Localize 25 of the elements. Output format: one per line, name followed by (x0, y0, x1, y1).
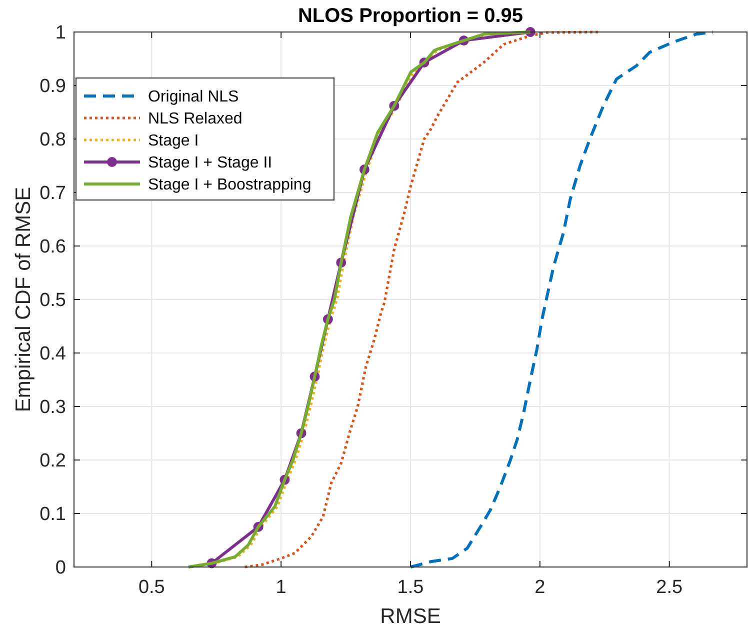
y-tick-label: 0.3 (40, 397, 66, 418)
x-axis-title: RMSE (380, 605, 441, 628)
y-tick-label: 0 (55, 558, 66, 579)
y-tick-label: 0.4 (40, 344, 66, 365)
y-tick-label: 0.7 (40, 183, 66, 204)
legend-label: Stage I + Stage II (148, 154, 272, 172)
y-axis-title: Empirical CDF of RMSE (12, 186, 35, 412)
x-tick-label: 1.5 (397, 577, 424, 598)
x-tick-label: 0.5 (138, 577, 165, 598)
y-tick-label: 0.8 (40, 130, 66, 151)
y-tick-label: 1 (55, 22, 66, 44)
y-tick-label: 0.6 (40, 236, 66, 258)
legend-label: Stage I (148, 132, 199, 150)
legend-label: Original NLS (148, 88, 239, 106)
y-tick-label: 0.2 (40, 450, 66, 472)
legend-label: Stage I + Boostrapping (148, 176, 312, 194)
x-tick-label: 1 (276, 577, 286, 598)
chart-title: NLOS Proportion = 0.95 (298, 5, 524, 27)
legend-label: NLS Relaxed (148, 110, 242, 128)
line-series (409, 30, 714, 568)
y-tick-label: 0.5 (40, 290, 66, 312)
x-tick-label: 2.5 (656, 577, 683, 598)
x-tick-label: 2 (534, 577, 546, 598)
y-tick-label: 0.9 (40, 76, 66, 98)
y-tick-label: 0.1 (40, 504, 66, 526)
